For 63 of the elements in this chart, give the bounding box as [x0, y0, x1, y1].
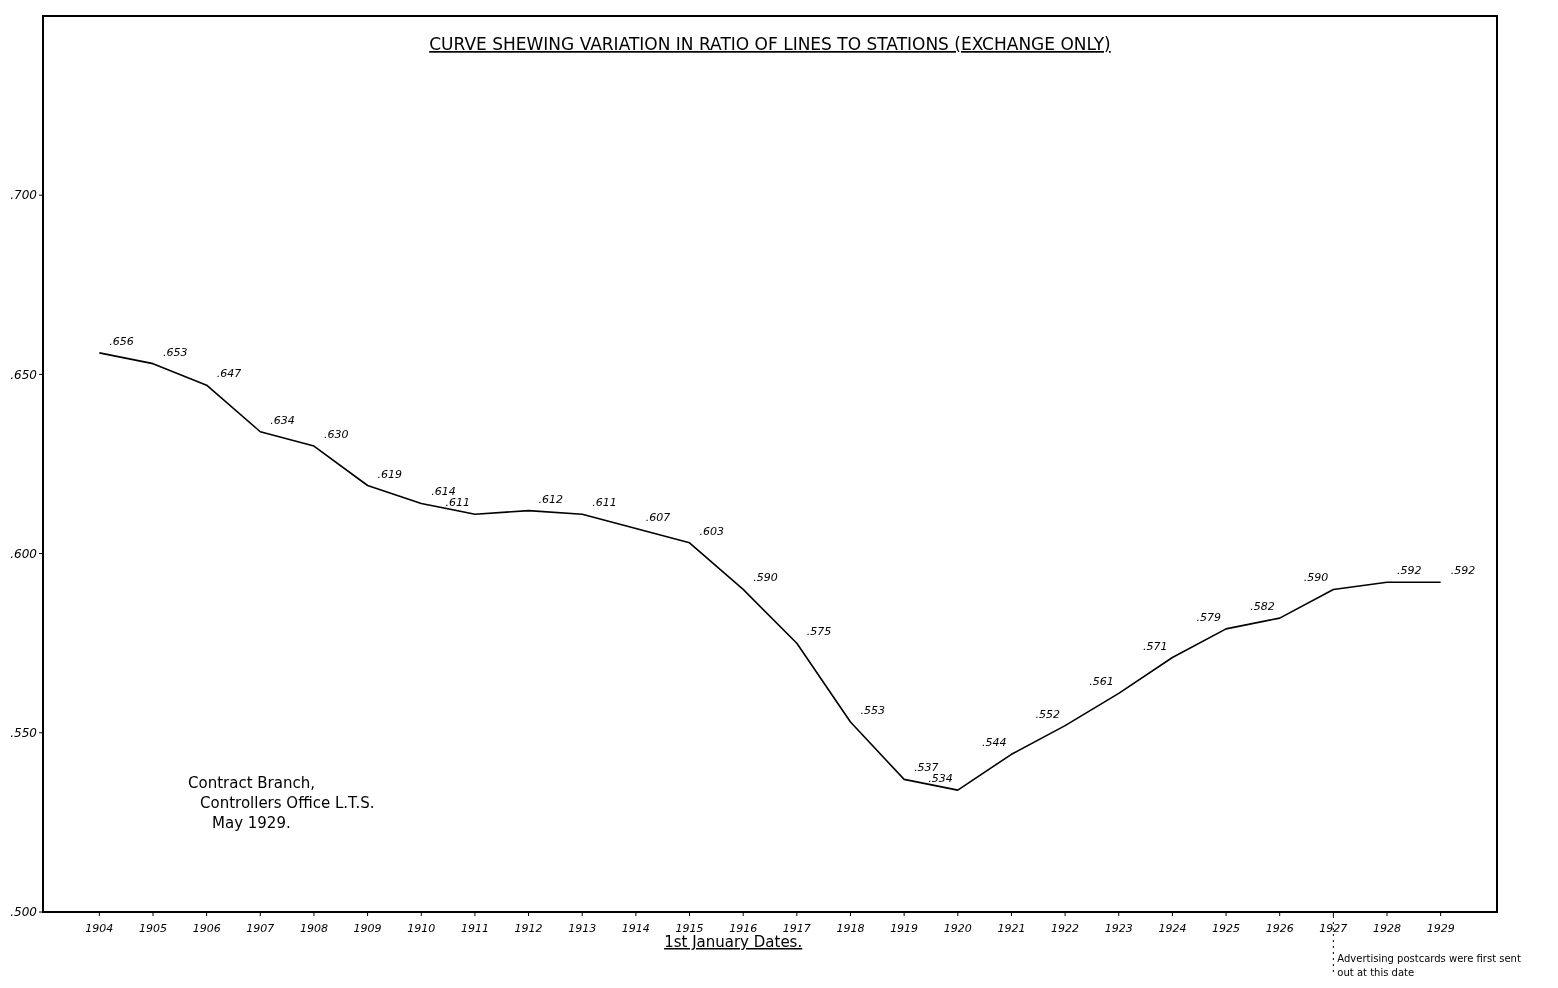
x-tick-label: 1910	[407, 922, 436, 935]
data-label: .614	[431, 485, 456, 499]
x-tick-label: 1912	[514, 922, 543, 935]
data-label: .653	[162, 345, 188, 359]
x-tick-label: 1908	[299, 922, 328, 935]
y-tick-label: .650	[10, 367, 38, 382]
data-label: .544	[981, 736, 1007, 750]
data-label: .619	[377, 467, 403, 481]
x-tick-label: 1913	[568, 922, 597, 935]
data-label: .590	[753, 571, 778, 585]
x-tick-label: 1918	[836, 922, 865, 935]
y-tick-label: .700	[10, 188, 38, 203]
x-tick-label: 1922	[1051, 922, 1080, 935]
data-label: .592	[1450, 564, 1476, 578]
data-label: .582	[1250, 600, 1275, 614]
data-label: .553	[860, 704, 885, 718]
x-tick-label: 1926	[1265, 922, 1294, 935]
annotation: May 1929.	[212, 814, 291, 832]
x-tick-label: 1919	[890, 922, 919, 935]
data-label: .611	[445, 496, 470, 510]
data-label: .571	[1142, 639, 1168, 653]
data-label: .579	[1196, 610, 1222, 624]
text: CURVE SHEWING VARIATION IN RATIO OF LINES TO STATIONS (EXCHANGE ONLY)	[429, 34, 1111, 54]
x-tick-label: 1924	[1158, 922, 1187, 935]
x-tick-label: 1928	[1373, 922, 1402, 935]
y-tick-label: .500	[10, 905, 38, 920]
x-tick-label: 1925	[1212, 922, 1241, 935]
data-label: .592	[1397, 564, 1422, 578]
x-tick-label: 1906	[192, 922, 221, 935]
data-label: .561	[1089, 675, 1114, 689]
annotation: Contract Branch,	[188, 774, 315, 792]
data-label: .634	[270, 413, 295, 427]
data-label: .607	[645, 510, 671, 524]
data-label: .656	[109, 334, 134, 348]
data-label: .537	[914, 761, 939, 775]
x-tick-label: 1929	[1426, 922, 1455, 935]
data-label: .612	[538, 492, 564, 506]
x-tick-label: 1914	[621, 922, 650, 935]
x-tick-label: 1917	[782, 922, 811, 935]
data-label: .647	[216, 367, 242, 381]
x-tick-label: 1923	[1104, 922, 1133, 935]
data-label: .534	[928, 772, 953, 786]
x-tick-label: 1909	[353, 922, 382, 935]
x-tick-label: 1927	[1319, 922, 1348, 935]
x-tick-label: 1916	[729, 922, 758, 935]
x-tick-label: 1907	[246, 922, 275, 935]
data-label: .603	[699, 524, 725, 538]
x-tick-label: 1915	[675, 922, 704, 935]
x-tick-label: 1904	[85, 922, 114, 935]
x-tick-label: 1920	[943, 922, 972, 935]
data-label: .630	[323, 428, 349, 442]
data-label: .590	[1303, 571, 1329, 585]
x-tick-label: 1911	[460, 922, 489, 935]
annotation: Controllers Office L.T.S.	[200, 794, 375, 812]
x-axis-title: 1st January Dates.	[664, 933, 803, 951]
data-label: .611	[592, 496, 617, 510]
y-tick-label: .550	[10, 726, 38, 740]
data-label: .575	[806, 625, 832, 639]
data-label: .552	[1035, 707, 1061, 721]
x-tick-label: 1905	[138, 922, 167, 935]
x-tick-label: 1921	[997, 922, 1026, 935]
ref-line-label: Advertising postcards were first sent out at this date	[1337, 953, 1521, 978]
y-tick-label: .600	[10, 546, 38, 561]
